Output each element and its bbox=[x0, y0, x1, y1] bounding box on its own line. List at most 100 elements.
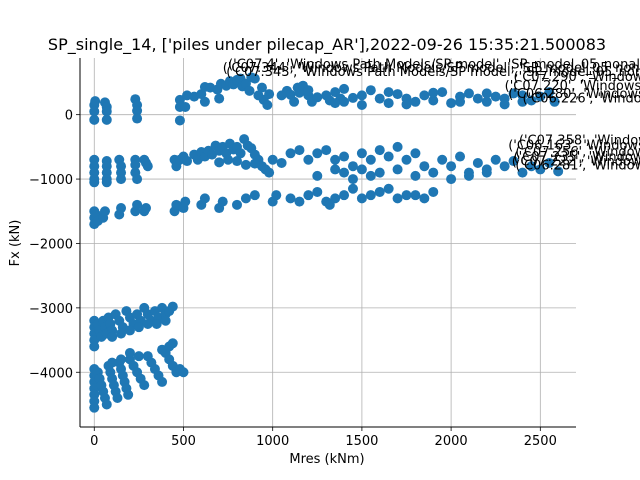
data-point bbox=[374, 167, 385, 178]
data-point bbox=[89, 106, 100, 117]
data-point bbox=[89, 402, 100, 413]
y-tick-label: −2000 bbox=[29, 237, 73, 252]
x-tick-label: 2500 bbox=[524, 434, 557, 449]
point-annotation: ('C07.4', 'Windows Path Models/SP model'… bbox=[228, 57, 640, 72]
data-point bbox=[167, 338, 178, 349]
data-point bbox=[217, 196, 228, 207]
data-point bbox=[199, 96, 210, 107]
data-point bbox=[178, 367, 189, 378]
data-point bbox=[544, 157, 555, 168]
data-point bbox=[133, 322, 144, 333]
data-point bbox=[89, 177, 100, 188]
data-point bbox=[401, 99, 412, 110]
data-point bbox=[132, 174, 143, 185]
data-point bbox=[374, 93, 385, 104]
data-point bbox=[437, 154, 448, 165]
point-annotation: ('C06.281', 'Windows Path Models/SP mode… bbox=[515, 158, 640, 173]
data-point bbox=[321, 145, 332, 156]
x-tick-label: 1000 bbox=[256, 434, 289, 449]
data-point bbox=[392, 193, 403, 204]
data-point bbox=[365, 170, 376, 181]
data-point bbox=[356, 193, 367, 204]
data-point bbox=[303, 154, 314, 165]
data-point bbox=[410, 148, 421, 159]
data-point bbox=[347, 183, 358, 194]
x-tick-label: 1500 bbox=[345, 434, 378, 449]
data-point bbox=[132, 105, 143, 116]
data-point bbox=[303, 190, 314, 201]
data-point bbox=[107, 357, 118, 368]
data-point bbox=[347, 92, 358, 103]
data-point bbox=[446, 161, 457, 172]
data-point bbox=[160, 315, 171, 326]
data-point bbox=[330, 154, 341, 165]
data-point bbox=[356, 100, 367, 111]
data-point bbox=[101, 399, 112, 410]
x-tick-label: 0 bbox=[90, 434, 98, 449]
data-point bbox=[232, 199, 243, 210]
data-point bbox=[180, 196, 191, 207]
data-point bbox=[481, 88, 492, 99]
data-point bbox=[264, 167, 275, 178]
data-point bbox=[526, 95, 537, 106]
data-point bbox=[130, 159, 141, 170]
data-point bbox=[463, 88, 474, 99]
point-annotation: ('C06.163', 'Windows Path Models/SP mode… bbox=[508, 138, 640, 153]
data-point bbox=[383, 98, 394, 109]
point-annotation: ('C07.235', 'Windows Path Models/SP mode… bbox=[514, 150, 640, 165]
data-point bbox=[101, 114, 112, 125]
data-point bbox=[90, 96, 101, 107]
data-point bbox=[142, 161, 153, 172]
data-point bbox=[276, 90, 287, 101]
data-point bbox=[271, 190, 282, 201]
point-annotation: ('C07.220', 'Windows Path Models/SP mode… bbox=[505, 79, 640, 94]
data-point bbox=[264, 89, 275, 100]
data-point bbox=[214, 157, 225, 168]
data-point bbox=[89, 114, 100, 125]
data-point bbox=[428, 95, 439, 106]
data-point bbox=[374, 186, 385, 197]
data-point bbox=[517, 96, 528, 107]
data-point bbox=[294, 145, 305, 156]
x-tick-label: 2000 bbox=[435, 434, 468, 449]
chart-title: SP_single_14, ['piles under pilecap_AR']… bbox=[48, 35, 606, 55]
data-point bbox=[463, 170, 474, 181]
data-point bbox=[365, 85, 376, 96]
data-points-layer bbox=[89, 72, 564, 413]
x-axis-label: Mres (kNm) bbox=[289, 452, 364, 467]
data-point bbox=[401, 190, 412, 201]
point-annotation: ('C06.226', 'Windows Path Models/SP mode… bbox=[522, 91, 640, 106]
data-point bbox=[133, 351, 144, 362]
data-point bbox=[356, 90, 367, 101]
data-point bbox=[112, 393, 123, 404]
data-point bbox=[472, 157, 483, 168]
data-point bbox=[262, 100, 273, 111]
data-point bbox=[235, 148, 246, 159]
data-point bbox=[410, 96, 421, 107]
data-point bbox=[116, 328, 127, 339]
data-point bbox=[339, 83, 350, 94]
data-point bbox=[249, 190, 260, 201]
point-annotation: ('C07.222', 'Windows Path Models/SP mode… bbox=[512, 155, 640, 170]
data-point bbox=[374, 145, 385, 156]
data-point bbox=[428, 167, 439, 178]
data-point bbox=[124, 325, 135, 336]
point-annotation: ('C07.358', 'Windows Path Models/SP mode… bbox=[519, 133, 640, 148]
data-point bbox=[410, 170, 421, 181]
data-point bbox=[549, 96, 560, 107]
data-point bbox=[214, 93, 225, 104]
data-point bbox=[303, 85, 314, 96]
data-point bbox=[116, 354, 127, 365]
data-point bbox=[410, 190, 421, 201]
annotations-layer: ('C07.4', 'Windows Path Models/SP model'… bbox=[223, 57, 640, 173]
data-point bbox=[289, 96, 300, 107]
data-point bbox=[490, 154, 501, 165]
data-point bbox=[285, 148, 296, 159]
axes-spines bbox=[79, 58, 576, 428]
data-point bbox=[455, 151, 466, 162]
data-point bbox=[116, 174, 127, 185]
data-point bbox=[312, 92, 323, 103]
data-point bbox=[508, 88, 519, 99]
data-point bbox=[142, 318, 153, 329]
data-point bbox=[99, 206, 110, 217]
